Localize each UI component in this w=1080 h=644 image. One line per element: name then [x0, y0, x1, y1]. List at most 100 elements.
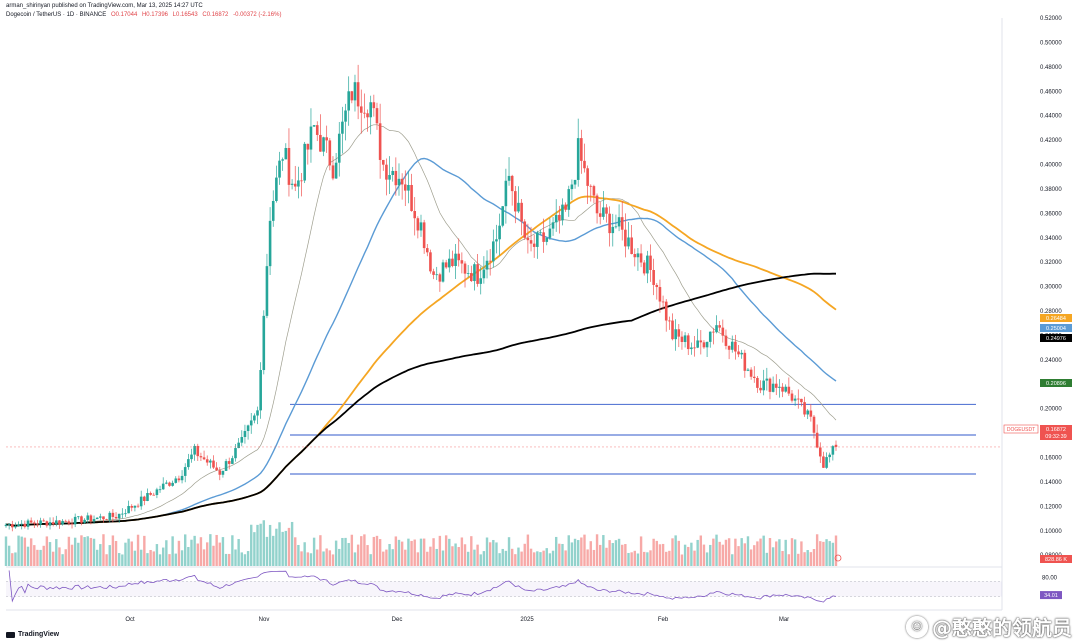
volume-bar	[121, 554, 124, 566]
volume-bar	[372, 536, 376, 566]
volume-bar	[61, 554, 64, 566]
candle-body	[293, 183, 297, 187]
candle-body	[479, 278, 483, 284]
volume-bar	[655, 540, 658, 566]
candle-body	[403, 184, 407, 191]
candle-body	[548, 228, 552, 238]
volume-bar	[677, 540, 681, 566]
volume-bar	[608, 540, 611, 566]
volume-bar	[29, 538, 33, 566]
candle-body	[341, 121, 344, 134]
volume-bar	[718, 541, 721, 566]
y-tick-label: 0.32000	[1040, 260, 1062, 266]
volume-bar	[614, 540, 618, 566]
volume-bar	[45, 536, 49, 566]
volume-bar	[397, 539, 401, 566]
volume-bar	[228, 553, 231, 566]
candle-body	[504, 180, 508, 207]
candle-body	[542, 232, 545, 242]
candle-body	[598, 213, 602, 217]
volume-bar	[171, 536, 174, 566]
candle-body	[438, 274, 442, 282]
countdown-badge-label: 09:32:39	[1045, 434, 1066, 440]
volume-bar	[306, 552, 310, 566]
candle-body	[183, 467, 187, 476]
volume-bar	[797, 553, 800, 566]
volume-bar	[495, 542, 498, 566]
volume-badge-label: 828.86 K	[1045, 557, 1067, 563]
volume-bar	[117, 553, 121, 566]
y-tick-label: 0.52000	[1040, 16, 1062, 22]
y-tick-label: 0.10000	[1040, 529, 1062, 535]
candle-body	[372, 102, 376, 109]
volume-bar	[215, 534, 218, 566]
volume-bar	[828, 541, 831, 566]
candle-body	[369, 102, 372, 118]
candle-body	[290, 183, 294, 185]
candle-body	[576, 138, 580, 180]
tradingview-logo[interactable]: TradingView	[6, 631, 59, 638]
volume-bar	[246, 551, 250, 566]
candle-body	[400, 178, 404, 185]
volume-bar	[507, 537, 511, 566]
volume-bar	[309, 553, 313, 566]
candle-body	[297, 180, 300, 187]
candle-body	[624, 229, 627, 247]
volume-bar	[771, 547, 775, 566]
volume-bar	[20, 536, 23, 566]
volume-bar	[124, 542, 127, 566]
volume-bar	[356, 544, 360, 566]
volume-bar	[294, 537, 297, 566]
x-tick-label: Dec	[392, 617, 403, 623]
candle-body	[583, 160, 586, 169]
candle-body	[834, 444, 838, 447]
volume-bar	[231, 535, 234, 566]
volume-bar	[287, 527, 291, 566]
publisher-line: arman_shirinyan published on TradingView…	[6, 3, 203, 9]
volume-bar	[105, 554, 108, 566]
symbol-title: Dogecoin / TetherUS · 1D · BINANCE	[6, 12, 107, 18]
volume-bar	[378, 539, 382, 566]
volume-bar	[485, 537, 489, 566]
volume-bar	[514, 554, 517, 566]
volume-bar	[224, 553, 228, 566]
volume-bar	[709, 544, 712, 566]
volume-bar	[749, 549, 753, 566]
candle-body	[344, 110, 347, 122]
volume-bar	[834, 535, 838, 566]
volume-bar	[344, 537, 347, 566]
volume-bar	[199, 537, 203, 566]
candle-body	[806, 410, 810, 415]
candle-body	[268, 220, 272, 267]
volume-bar	[102, 534, 105, 566]
candle-body	[727, 345, 731, 350]
candle-body	[240, 437, 244, 443]
volume-bar	[778, 539, 781, 566]
candle-body	[215, 467, 218, 471]
volume-bar	[262, 520, 266, 566]
candle-body	[196, 445, 200, 457]
candle-body	[737, 351, 740, 355]
candle-body	[102, 516, 105, 520]
candle-body	[771, 383, 775, 392]
candle-body	[337, 133, 341, 163]
candle-body	[381, 159, 385, 165]
volume-bar	[400, 541, 404, 566]
candle-body	[45, 521, 49, 526]
volume-bar	[809, 552, 813, 566]
candle-body	[17, 524, 20, 527]
candle-body	[391, 170, 395, 175]
candle-body	[545, 237, 549, 242]
candle-body	[130, 505, 134, 508]
volume-bar	[143, 535, 146, 566]
volume-bar	[51, 551, 55, 566]
candle-body	[312, 125, 316, 127]
candle-body	[171, 482, 174, 486]
candle-body	[275, 177, 278, 201]
candle-body	[259, 370, 262, 411]
volume-bar	[366, 545, 369, 566]
candle-body	[781, 386, 784, 392]
price-badge	[1040, 432, 1072, 440]
volume-bar	[350, 534, 354, 566]
